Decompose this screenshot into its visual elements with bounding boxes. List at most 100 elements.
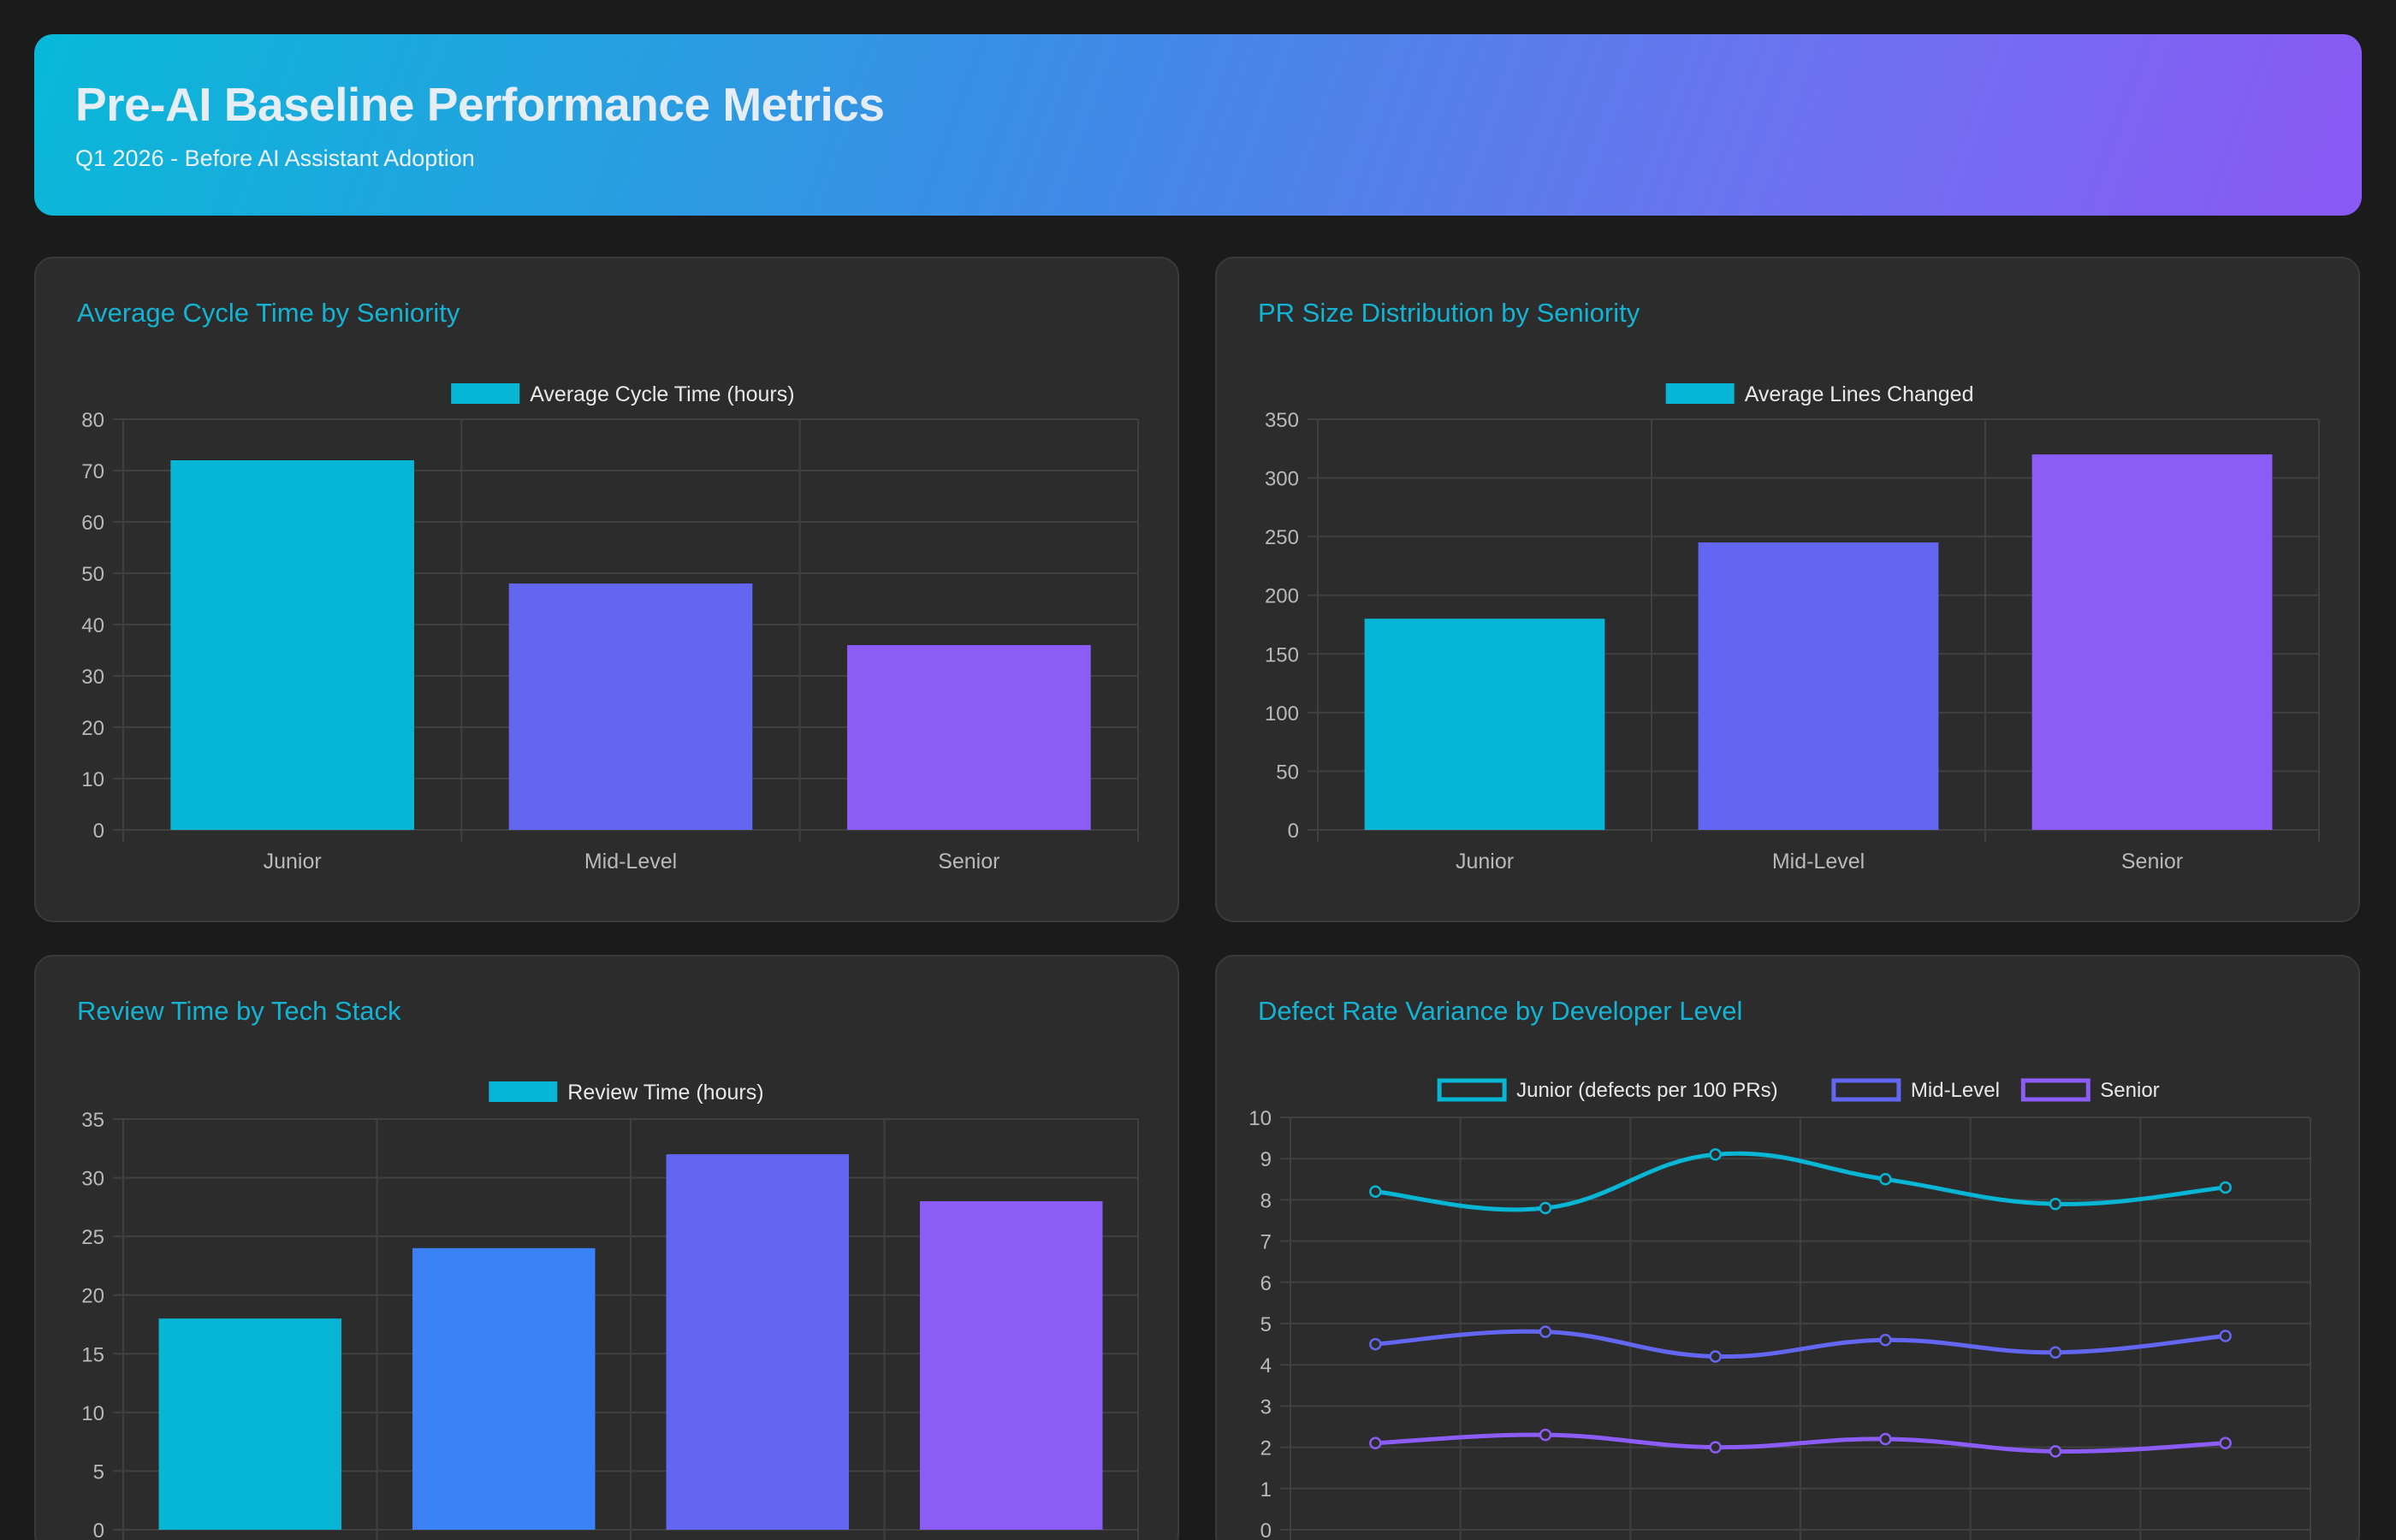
y-tick-label: 20 [81,1285,104,1308]
data-point [1539,1201,1552,1215]
y-tick-label: 50 [81,563,104,586]
y-tick-label: 10 [1248,1107,1272,1130]
data-point [1369,1337,1382,1351]
review-time-card: Review Time by Tech Stack 0 5 10 15 20 25 30 35… [34,955,1179,1540]
legend-swatch [1831,1078,1901,1102]
legend-swatch [1665,383,1735,404]
data-point [1879,1334,1892,1347]
series-line-2 [1375,1329,2226,1359]
y-tick-label: 30 [81,666,104,689]
data-point [2219,1436,2232,1450]
data-point [2049,1346,2062,1359]
x-tick-label: Mid-Level [1772,850,1865,874]
y-tick-label: 0 [93,820,104,843]
defect-rate-chart: 0 1 2 3 4 5 6 7 8 9 10 Junior (defects per 100 PRs)… [1248,1078,2311,1540]
cycle-time-card: Average Cycle Time by Seniority 0 10 20 30 4… [34,257,1179,922]
y-tick-label: 0 [1260,1519,1272,1540]
pr-size-card: PR Size Distribution by Seniority 0 50 100… [1215,257,2360,922]
x-tick-label: Mid-Level [584,850,677,874]
review-time-chart-title: Review Time by Tech Stack [77,996,401,1026]
y-tick-label: 0 [93,1519,104,1540]
bar-item-1 [158,1318,341,1530]
y-tick-label: 60 [81,512,104,535]
data-point [2049,1197,2062,1211]
y-tick-label: 7 [1260,1231,1272,1254]
data-point [2219,1181,2232,1194]
x-tick-label: Junior [264,850,322,874]
x-tick-label: Junior [1456,850,1514,874]
legend-label: Review Time (hours) [567,1081,763,1105]
legend-label: Senior [2100,1079,2159,1102]
x-tick-label: Senior [2121,850,2183,874]
y-tick-label: 10 [81,768,104,791]
x-tick-label: Senior [938,850,999,874]
bar-mid-level [508,583,753,830]
y-tick-label: 0 [1288,820,1299,843]
data-point [1709,1350,1722,1363]
y-tick-label: 1 [1260,1478,1272,1502]
legend-swatch [451,383,520,404]
y-tick-label: 6 [1260,1272,1272,1295]
y-tick-label: 30 [81,1168,104,1191]
review-time-chart: 0 5 10 15 20 25 30 35 Review Time (hours) [81,1081,1139,1540]
y-tick-label: 5 [1260,1313,1272,1336]
y-tick-label: 3 [1260,1395,1272,1419]
bar-item-3 [666,1154,849,1530]
data-point [1709,1441,1722,1454]
y-tick-label: 200 [1265,585,1299,608]
dashboard-header: Pre-AI Baseline Performance Metrics Q1 2… [34,34,2362,216]
pr-size-chart-title: PR Size Distribution by Seniority [1258,298,1640,328]
bar-mid-level [1698,542,1939,830]
bar-junior [170,460,414,830]
y-tick-label: 20 [81,717,104,740]
data-point [1709,1148,1722,1161]
y-tick-label: 50 [1276,761,1299,784]
pr-size-chart: 0 50 100 150 200 250 300 350 Junior Mid-Level Seni… [1265,382,2320,874]
series-line-3 [1375,1432,2226,1454]
data-point [1879,1173,1892,1186]
y-tick-label: 9 [1260,1148,1272,1171]
legend-label: Junior (defects per 100 PRs) [1516,1079,1777,1102]
y-tick-label: 250 [1265,526,1299,549]
y-tick-label: 70 [81,460,104,483]
bar-senior [847,645,1091,830]
y-tick-label: 15 [81,1343,104,1366]
y-tick-label: 8 [1260,1189,1272,1212]
legend-label: Average Cycle Time (hours) [530,382,794,406]
cycle-time-chart-title: Average Cycle Time by Seniority [77,298,460,328]
y-tick-label: 300 [1265,468,1299,491]
y-tick-label: 350 [1265,409,1299,432]
data-point [1539,1428,1552,1442]
data-point [2049,1445,2062,1458]
legend-swatch [489,1081,558,1102]
bar-item-2 [412,1247,596,1530]
y-tick-label: 35 [81,1109,104,1132]
legend-swatch [2020,1078,2091,1102]
bar-item-4 [920,1201,1103,1530]
bar-junior [1364,619,1605,830]
y-tick-label: 40 [81,614,104,637]
y-tick-label: 150 [1265,643,1299,666]
legend-label: Mid-Level [1911,1079,2000,1102]
y-tick-label: 10 [81,1402,104,1425]
legend-swatch [1437,1078,1507,1102]
y-tick-label: 25 [81,1226,104,1249]
y-tick-label: 4 [1260,1354,1272,1377]
series-line-1 [1375,1151,2226,1212]
y-tick-label: 80 [81,409,104,432]
data-point [2219,1330,2232,1342]
y-tick-label: 2 [1260,1437,1272,1460]
data-point [1879,1432,1892,1446]
bar-senior [2031,454,2273,830]
defect-rate-card: Defect Rate Variance by Developer Level … [1215,955,2360,1540]
cycle-time-chart: 0 10 20 30 40 50 60 70 80 Junior Mid-Level Senior Av… [81,382,1139,874]
data-point [1369,1436,1382,1450]
y-tick-label: 5 [93,1460,104,1484]
defect-rate-chart-title: Defect Rate Variance by Developer Level [1258,996,1743,1026]
page-subtitle: Q1 2026 - Before AI Assistant Adoption [75,145,475,171]
page-title: Pre-AI Baseline Performance Metrics [75,78,885,131]
legend-label: Average Lines Changed [1745,382,1974,406]
data-point [1539,1325,1552,1338]
data-point [1369,1185,1382,1199]
